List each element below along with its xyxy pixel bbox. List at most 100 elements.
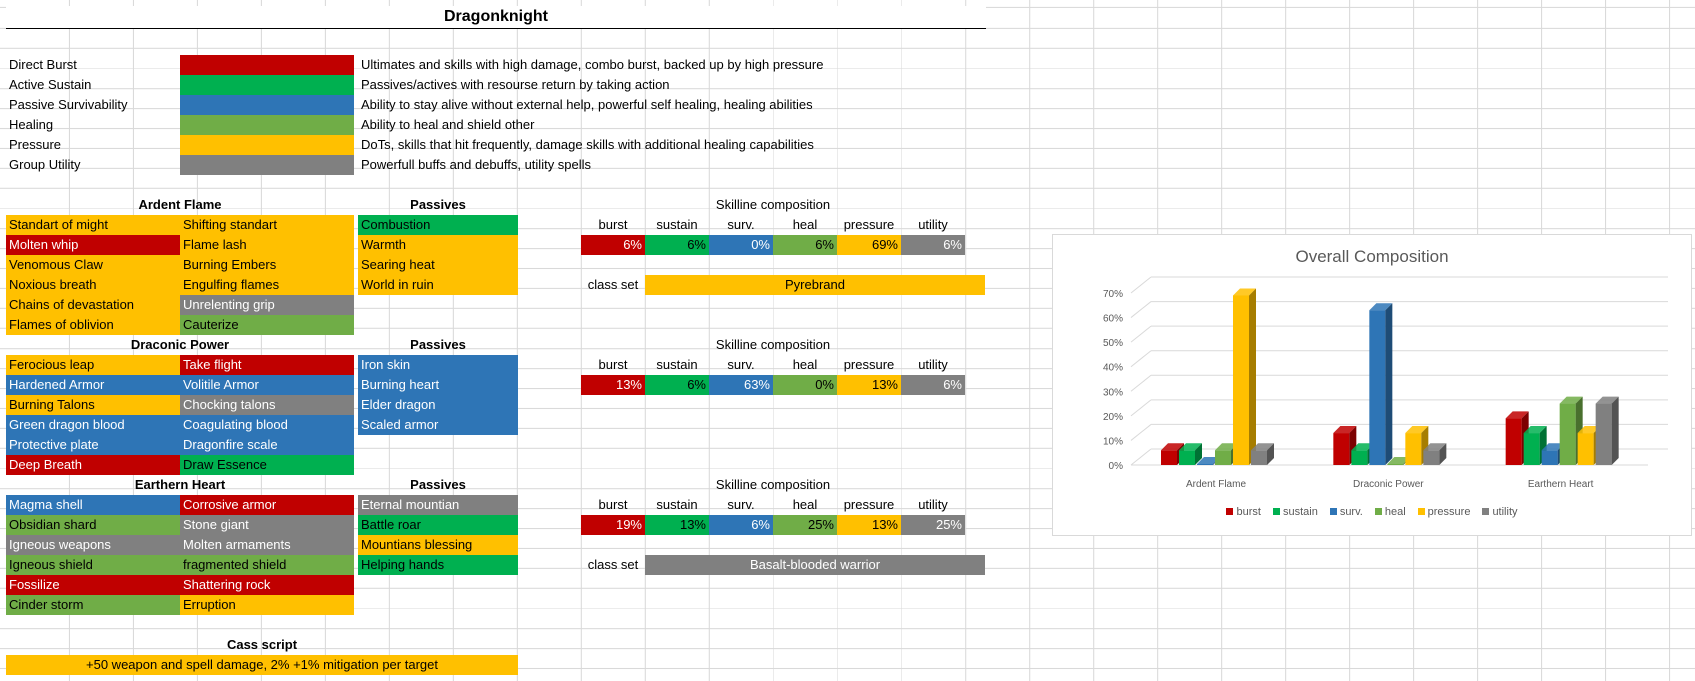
overall-composition-chart[interactable]: Overall Composition 0% 10% 20% 30% 40% 50% 60%… [1052,234,1692,536]
skill-cell[interactable]: Coagulating blood [180,415,354,435]
composition-value-utility[interactable]: 6% [901,235,965,255]
legend-description[interactable]: Ability to stay alive without external h… [361,97,813,112]
skill-cell[interactable]: Shifting standart [180,215,354,235]
class-set-name[interactable]: Pyrebrand [645,275,985,295]
passives-header[interactable]: Passives [410,197,466,212]
legend-swatch-red[interactable] [180,55,354,75]
legend-name[interactable]: Healing [9,117,54,132]
composition-value-utility[interactable]: 25% [901,515,965,535]
skill-cell[interactable]: Corrosive armor [180,495,354,515]
passive-cell[interactable]: Combustion [358,215,518,235]
composition-col-header[interactable]: sustain [656,497,698,512]
class-script-label[interactable]: Cass script [226,637,298,652]
skill-cell[interactable]: Deep Breath [6,455,180,475]
skill-cell[interactable]: Noxious breath [6,275,180,295]
skill-cell[interactable]: Volitile Armor [180,375,354,395]
composition-col-header[interactable]: heal [792,217,818,232]
class-set-name[interactable]: Basalt-blooded warrior [645,555,985,575]
legend-description[interactable]: Passives/actives with resourse return by… [361,77,670,92]
skill-cell[interactable]: Fossilize [6,575,180,595]
passive-cell[interactable]: Burning heart [358,375,518,395]
legend-description[interactable]: Ultimates and skills with high damage, c… [361,57,824,72]
legend-swatch-green[interactable] [180,75,354,95]
passive-cell[interactable]: Helping hands [358,555,518,575]
composition-col-header[interactable]: surv. [727,217,755,232]
passive-cell[interactable]: Battle roar [358,515,518,535]
legend-description[interactable]: DoTs, skills that hit frequently, damage… [361,137,814,152]
skill-cell[interactable]: Engulfing flames [180,275,354,295]
composition-col-header[interactable]: burst [598,357,628,372]
skill-cell[interactable]: Shattering rock [180,575,354,595]
composition-value-heal[interactable]: 0% [773,375,837,395]
passive-cell[interactable]: Elder dragon [358,395,518,415]
skilline-composition-header[interactable]: Skilline composition [715,337,831,352]
skill-cell[interactable]: Green dragon blood [6,415,180,435]
composition-col-header[interactable]: burst [598,497,628,512]
composition-value-burst[interactable]: 6% [581,235,645,255]
skill-cell[interactable]: Flames of oblivion [6,315,180,335]
composition-value-surv[interactable]: 63% [709,375,773,395]
class-set-label[interactable]: class set [587,277,639,292]
skill-cell[interactable]: Molten whip [6,235,180,255]
legend-swatch-lgreen[interactable] [180,115,354,135]
skilline-name[interactable]: Draconic Power [130,337,230,352]
passive-cell[interactable]: World in ruin [358,275,518,295]
skilline-composition-header[interactable]: Skilline composition [715,197,831,212]
legend-name[interactable]: Group Utility [9,157,81,172]
composition-col-header[interactable]: utility [918,357,948,372]
skilline-composition-header[interactable]: Skilline composition [715,477,831,492]
composition-col-header[interactable]: surv. [727,357,755,372]
composition-value-sustain[interactable]: 6% [645,375,709,395]
passives-header[interactable]: Passives [410,337,466,352]
skill-cell[interactable]: Igneous weapons [6,535,180,555]
skill-cell[interactable]: Igneous shield [6,555,180,575]
legend-name[interactable]: Pressure [9,137,62,152]
skill-cell[interactable]: Cinder storm [6,595,180,615]
skill-cell[interactable]: Molten armaments [180,535,354,555]
skill-cell[interactable]: Protective plate [6,435,180,455]
skill-cell[interactable]: Unrelenting grip [180,295,354,315]
composition-value-burst[interactable]: 13% [581,375,645,395]
composition-col-header[interactable]: utility [918,217,948,232]
legend-description[interactable]: Ability to heal and shield other [361,117,535,132]
skill-cell[interactable]: Burning Embers [180,255,354,275]
skill-cell[interactable]: Cauterize [180,315,354,335]
passives-header[interactable]: Passives [410,477,466,492]
legend-swatch-blue[interactable] [180,95,354,115]
passive-cell[interactable]: Iron skin [358,355,518,375]
legend-name[interactable]: Passive Survivability [9,97,128,112]
skill-cell[interactable]: Stone giant [180,515,354,535]
legend-name[interactable]: Active Sustain [9,77,92,92]
skill-cell[interactable]: fragmented shield [180,555,354,575]
composition-col-header[interactable]: burst [598,217,628,232]
composition-value-heal[interactable]: 6% [773,235,837,255]
composition-value-pressure[interactable]: 13% [837,515,901,535]
composition-col-header[interactable]: pressure [843,217,895,232]
class-script-text[interactable]: +50 weapon and spell damage, 2% +1% miti… [6,655,518,675]
composition-col-header[interactable]: sustain [656,217,698,232]
passive-cell[interactable]: Eternal mountian [358,495,518,515]
skill-cell[interactable]: Magma shell [6,495,180,515]
skill-cell[interactable]: Chocking talons [180,395,354,415]
skilline-name[interactable]: Earthern Heart [134,477,226,492]
composition-value-sustain[interactable]: 13% [645,515,709,535]
class-set-label[interactable]: class set [587,557,639,572]
composition-value-burst[interactable]: 19% [581,515,645,535]
composition-value-utility[interactable]: 6% [901,375,965,395]
composition-col-header[interactable]: surv. [727,497,755,512]
composition-col-header[interactable]: pressure [843,497,895,512]
legend-swatch-yellow[interactable] [180,135,354,155]
composition-col-header[interactable]: utility [918,497,948,512]
composition-col-header[interactable]: heal [792,357,818,372]
passive-cell[interactable]: Warmth [358,235,518,255]
skill-cell[interactable]: Obsidian shard [6,515,180,535]
skilline-name[interactable]: Ardent Flame [138,197,222,212]
composition-value-heal[interactable]: 25% [773,515,837,535]
composition-value-surv[interactable]: 0% [709,235,773,255]
composition-value-pressure[interactable]: 13% [837,375,901,395]
legend-name[interactable]: Direct Burst [9,57,77,72]
skill-cell[interactable]: Hardened Armor [6,375,180,395]
composition-value-sustain[interactable]: 6% [645,235,709,255]
skill-cell[interactable]: Draw Essence [180,455,354,475]
composition-value-pressure[interactable]: 69% [837,235,901,255]
